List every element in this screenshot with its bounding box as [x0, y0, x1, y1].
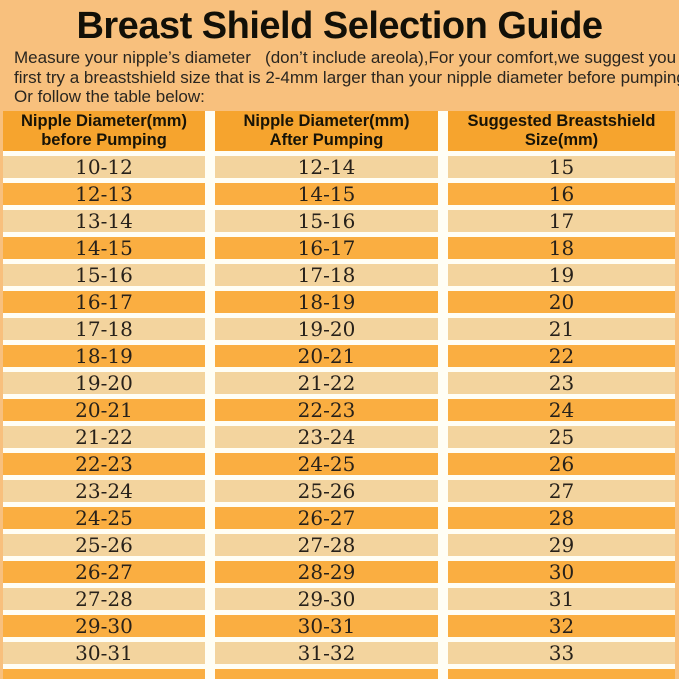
- table-cell: 25-26: [215, 479, 438, 502]
- table-cell: 17-18: [215, 263, 438, 286]
- table-cell: 20: [448, 290, 675, 313]
- table-cell: 25: [448, 425, 675, 448]
- table-row-cutoff: [3, 668, 675, 679]
- table-cell: 14-15: [3, 236, 205, 259]
- column-header-suggested-size: Suggested Breastshield Size(mm): [448, 110, 675, 151]
- table-cell: 24-25: [215, 452, 438, 475]
- table-cell: 13-14: [3, 209, 205, 232]
- intro-text: Measure your nipple’s diameter (don’t in…: [14, 48, 679, 107]
- column-header-before-pumping: Nipple Diameter(mm) before Pumping: [3, 110, 205, 151]
- table-row: 26-27 28-29 30: [3, 560, 675, 583]
- table-cell: [448, 668, 675, 679]
- table-row: 29-30 30-31 32: [3, 614, 675, 637]
- selection-table: Nipple Diameter(mm) before Pumping Nippl…: [3, 110, 675, 679]
- table-cell: 12-13: [3, 182, 205, 205]
- table-cell: 12-14: [215, 155, 438, 178]
- table-cell: 29: [448, 533, 675, 556]
- table-cell: 16-17: [3, 290, 205, 313]
- table-cell: 30-31: [3, 641, 205, 664]
- table-cell: 16: [448, 182, 675, 205]
- table-row: 22-23 24-25 26: [3, 452, 675, 475]
- column-header-line: After Pumping: [269, 130, 384, 149]
- table-cell: 24-25: [3, 506, 205, 529]
- column-header-line: Nipple Diameter(mm): [21, 111, 187, 130]
- table-cell: 15-16: [215, 209, 438, 232]
- table-row: 21-22 23-24 25: [3, 425, 675, 448]
- column-header-line: Nipple Diameter(mm): [243, 111, 410, 130]
- table-cell: 19: [448, 263, 675, 286]
- table-cell: 18-19: [3, 344, 205, 367]
- table-cell: 26-27: [3, 560, 205, 583]
- table-row: 13-14 15-16 17: [3, 209, 675, 232]
- table-row: 18-19 20-21 22: [3, 344, 675, 367]
- table-cell: 26: [448, 452, 675, 475]
- column-header-line: before Pumping: [41, 130, 167, 149]
- table-cell: 31: [448, 587, 675, 610]
- table-cell: 19-20: [215, 317, 438, 340]
- table-cell: 20-21: [215, 344, 438, 367]
- table-row: 15-16 17-18 19: [3, 263, 675, 286]
- table-cell: 29-30: [215, 587, 438, 610]
- table-cell: [3, 668, 205, 679]
- table-cell: 22-23: [3, 452, 205, 475]
- table-cell: 23-24: [215, 425, 438, 448]
- table-cell: 23-24: [3, 479, 205, 502]
- column-header-line: Suggested Breastshield: [467, 111, 656, 130]
- intro-line-1: Measure your nipple’s diameter (don’t in…: [14, 48, 677, 67]
- table-cell: 27-28: [3, 587, 205, 610]
- table-cell: 21-22: [215, 371, 438, 394]
- table-cell: 15: [448, 155, 675, 178]
- table-cell: 27-28: [215, 533, 438, 556]
- table-cell: 28-29: [215, 560, 438, 583]
- table-row: 10-12 12-14 15: [3, 155, 675, 178]
- table-cell: 30-31: [215, 614, 438, 637]
- table-row: 27-28 29-30 31: [3, 587, 675, 610]
- table-row: 23-24 25-26 27: [3, 479, 675, 502]
- table-cell: 18-19: [215, 290, 438, 313]
- table-row: 30-31 31-32 33: [3, 641, 675, 664]
- table-cell: 31-32: [215, 641, 438, 664]
- table-cell: [215, 668, 438, 679]
- column-header-after-pumping: Nipple Diameter(mm) After Pumping: [215, 110, 438, 151]
- table-cell: 33: [448, 641, 675, 664]
- table-cell: 16-17: [215, 236, 438, 259]
- table-cell: 26-27: [215, 506, 438, 529]
- table-row: 14-15 16-17 18: [3, 236, 675, 259]
- table-cell: 32: [448, 614, 675, 637]
- table-cell: 18: [448, 236, 675, 259]
- table-cell: 27: [448, 479, 675, 502]
- table-row: 17-18 19-20 21: [3, 317, 675, 340]
- table-row: 24-25 26-27 28: [3, 506, 675, 529]
- table-cell: 10-12: [3, 155, 205, 178]
- table-row: 25-26 27-28 29: [3, 533, 675, 556]
- table-header-row: Nipple Diameter(mm) before Pumping Nippl…: [3, 110, 675, 151]
- table-row: 12-13 14-15 16: [3, 182, 675, 205]
- table-cell: 21: [448, 317, 675, 340]
- intro-line-3: Or follow the table below:: [14, 87, 205, 106]
- column-header-line: Size(mm): [524, 130, 599, 149]
- table-cell: 22: [448, 344, 675, 367]
- table-cell: 14-15: [215, 182, 438, 205]
- intro-line-2: first try a breastshield size that is 2-…: [14, 67, 679, 87]
- table-cell: 30: [448, 560, 675, 583]
- table-cell: 15-16: [3, 263, 205, 286]
- table-cell: 28: [448, 506, 675, 529]
- table-cell: 20-21: [3, 398, 205, 421]
- table-cell: 21-22: [3, 425, 205, 448]
- table-cell: 19-20: [3, 371, 205, 394]
- table-cell: 29-30: [3, 614, 205, 637]
- table-cell: 17-18: [3, 317, 205, 340]
- table-row: 19-20 21-22 23: [3, 371, 675, 394]
- table-cell: 17: [448, 209, 675, 232]
- table-cell: 25-26: [3, 533, 205, 556]
- table-body: 10-12 12-14 15 12-13 14-15 16 13-14 15-16 17 14-1…: [3, 155, 675, 664]
- page-title: Breast Shield Selection Guide: [76, 5, 603, 47]
- table-cell: 22-23: [215, 398, 438, 421]
- table-row: 16-17 18-19 20: [3, 290, 675, 313]
- table-cell: 23: [448, 371, 675, 394]
- table-cell: 24: [448, 398, 675, 421]
- table-row: 20-21 22-23 24: [3, 398, 675, 421]
